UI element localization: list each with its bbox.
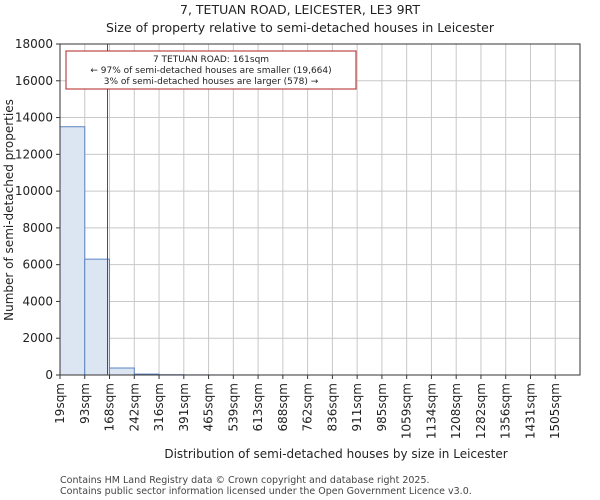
y-axis-label: Number of semi-detached properties bbox=[2, 99, 16, 321]
y-tick-label: 12000 bbox=[15, 147, 53, 161]
x-tick-label: 613sqm bbox=[251, 383, 265, 431]
y-axis-ticks: 0 2000 4000 6000 8000 10000 12000 14000 16000 180… bbox=[15, 37, 60, 382]
x-tick-label: 1356sqm bbox=[499, 383, 513, 439]
annotation-line-3: 3% of semi-detached houses are larger (5… bbox=[104, 77, 319, 87]
chart-title-line-2: Size of property relative to semi-detach… bbox=[106, 20, 495, 35]
y-tick-label: 18000 bbox=[15, 37, 53, 51]
bar-168sqm bbox=[109, 367, 135, 376]
annotation-line-1: 7 TETUAN ROAD: 161sqm bbox=[153, 55, 269, 65]
x-axis-ticks: 19sqm 93sqm 168sqm 242sqm 316sqm 391sqm 465sqm… bbox=[53, 375, 562, 439]
x-tick-label: 93sqm bbox=[78, 383, 92, 424]
plot-frame bbox=[59, 43, 581, 376]
x-tick-label: 465sqm bbox=[202, 383, 216, 431]
x-tick-label: 762sqm bbox=[301, 383, 315, 431]
y-tick-label: 16000 bbox=[15, 74, 53, 88]
bar-19sqm bbox=[59, 126, 86, 376]
chart-title-line-1: 7, TETUAN ROAD, LEICESTER, LE3 9RT bbox=[180, 2, 420, 17]
y-tick-label: 0 bbox=[45, 368, 53, 382]
x-tick-label: 1282sqm bbox=[474, 383, 488, 439]
x-tick-label: 168sqm bbox=[103, 383, 117, 431]
footer-line-1: Contains HM Land Registry data © Crown c… bbox=[60, 475, 430, 486]
x-tick-label: 1505sqm bbox=[548, 383, 562, 439]
annotation-box bbox=[65, 50, 357, 90]
bars bbox=[59, 126, 309, 376]
x-tick-label: 316sqm bbox=[152, 383, 166, 431]
x-tick-label: 539sqm bbox=[226, 383, 240, 431]
property-annotation: 7 TETUAN ROAD: 161sqm ← 97% of semi-deta… bbox=[65, 50, 357, 90]
chart-title: 7, TETUAN ROAD, LEICESTER, LE3 9RT Size … bbox=[106, 2, 495, 35]
x-tick-label: 1431sqm bbox=[523, 383, 537, 439]
y-tick-label: 4000 bbox=[22, 294, 53, 308]
y-tick-label: 14000 bbox=[15, 111, 53, 125]
bar-93sqm bbox=[84, 258, 111, 376]
x-tick-label: 391sqm bbox=[177, 383, 191, 431]
x-tick-label: 1059sqm bbox=[400, 383, 414, 439]
y-tick-label: 2000 bbox=[22, 331, 53, 345]
x-tick-label: 242sqm bbox=[127, 383, 141, 431]
y-tick-label: 6000 bbox=[22, 258, 53, 272]
x-tick-label: 1208sqm bbox=[449, 383, 463, 439]
y-tick-label: 8000 bbox=[22, 221, 53, 235]
annotation-line-2: ← 97% of semi-detached houses are smalle… bbox=[90, 66, 331, 76]
grid bbox=[59, 43, 580, 376]
x-tick-label: 836sqm bbox=[325, 383, 339, 431]
y-tick-label: 10000 bbox=[15, 184, 53, 198]
footer-line-2: Contains public sector information licen… bbox=[60, 486, 472, 497]
x-tick-label: 911sqm bbox=[350, 383, 364, 431]
x-axis-label: Distribution of semi-detached houses by … bbox=[164, 447, 507, 461]
x-tick-label: 1134sqm bbox=[424, 383, 438, 439]
x-tick-label: 985sqm bbox=[375, 383, 389, 431]
x-tick-label: 688sqm bbox=[276, 383, 290, 431]
x-tick-label: 19sqm bbox=[53, 383, 67, 424]
